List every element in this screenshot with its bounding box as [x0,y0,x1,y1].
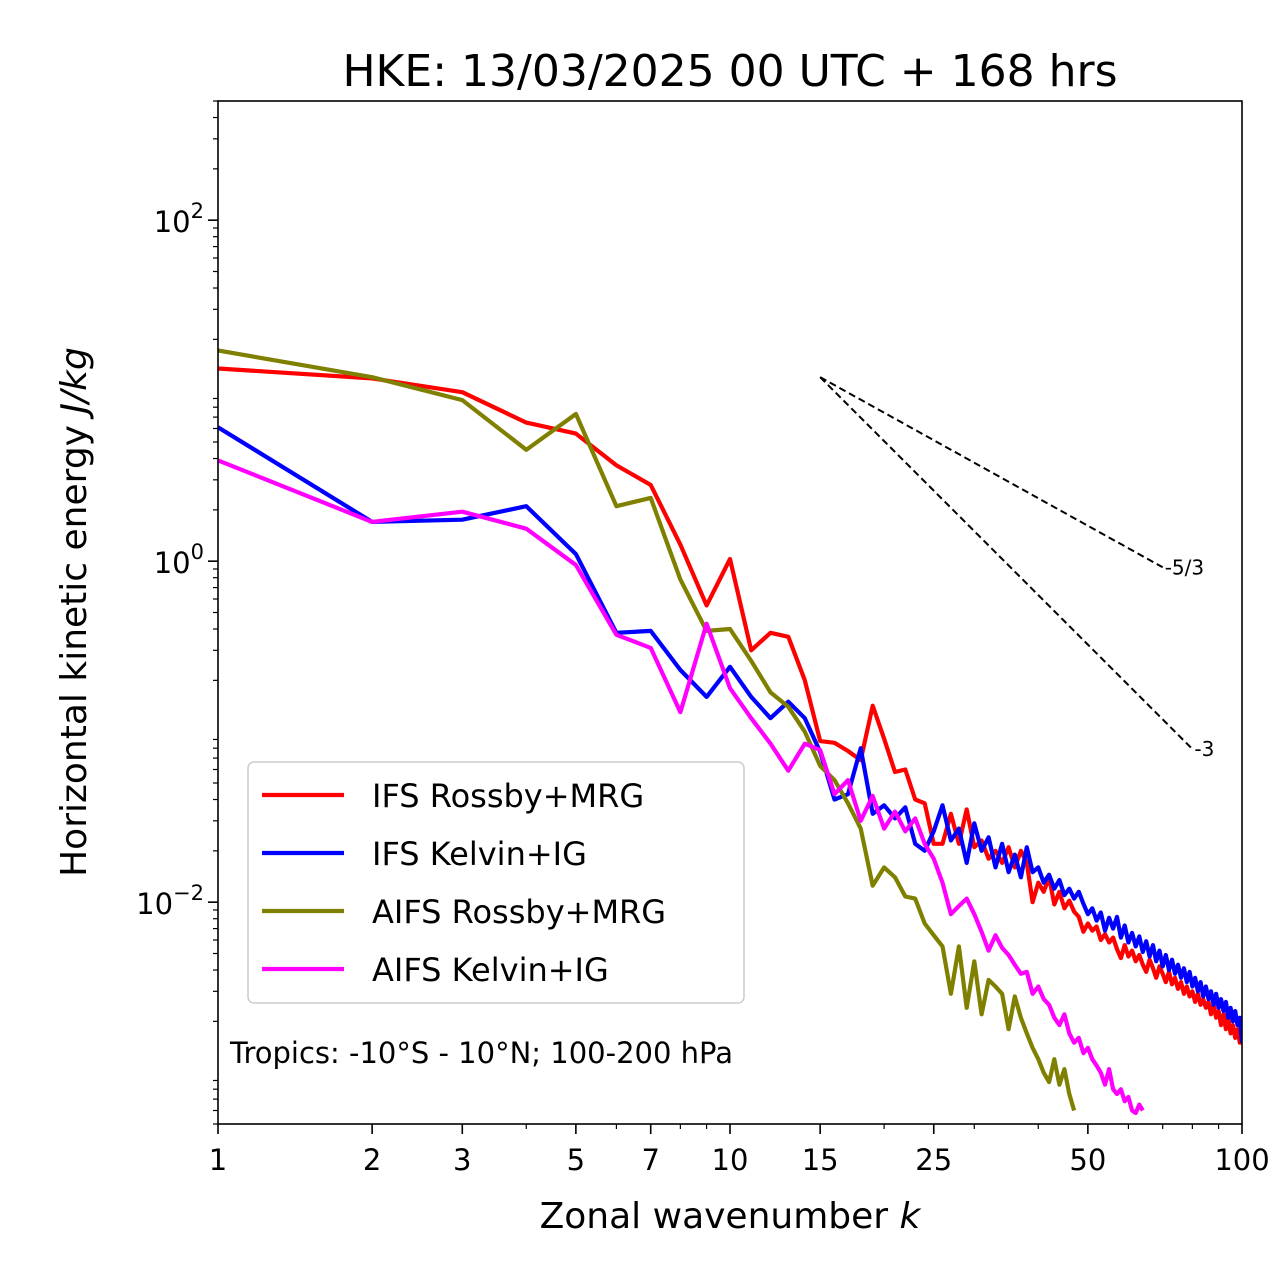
legend: IFS Rossby+MRG IFS Kelvin+IG AIFS Rossby+M… [247,761,745,1004]
y-tick-label-3: 10−2 [136,881,204,921]
legend-box [247,761,745,1004]
x-tick-label-7: 15 [802,1143,839,1177]
x-tick-label-1: 1 [209,1143,227,1177]
legend-label-3: AIFS Rossby+MRG [372,893,666,931]
chart-title: HKE: 13/03/2025 00 UTC + 168 hrs [342,46,1117,97]
series-layer [218,348,1242,1116]
x-tick-label-8: 25 [915,1143,952,1177]
y-tick-label-1: 102 [154,199,204,239]
reference-slope-line-2 [819,376,1194,750]
x-axis-label: Zonal wavenumber k [540,1196,923,1237]
reference-slope-label-1: -5/3 [1165,555,1204,579]
region-annotation: Tropics: -10°S - 10°N; 100-200 hPa [229,1036,733,1070]
reference-slopes: -5/3 -3 [819,376,1214,761]
legend-label-4: AIFS Kelvin+IG [372,951,609,989]
x-tick-label-5: 7 [641,1143,659,1177]
x-tick-label-3: 3 [453,1143,471,1177]
x-tick-label-10: 100 [1214,1143,1269,1177]
legend-label-2: IFS Kelvin+IG [372,835,587,873]
x-tick-label-9: 50 [1069,1143,1106,1177]
series-line-4 [218,458,1145,1116]
series-line-1 [218,366,1242,1045]
y-axis-label: Horizontal kinetic energy J/kg [54,347,95,877]
series-line-3 [218,348,1077,1112]
y-tick-label-2: 100 [154,540,204,580]
x-tick-label-6: 10 [712,1143,749,1177]
series-line-2 [218,425,1242,1043]
x-axis-ticks: 1 2 3 5 7 10 15 25 50 100 [209,1124,1270,1177]
x-tick-label-2: 2 [363,1143,381,1177]
y-axis-ticks: 102 100 10−2 [136,100,218,1125]
x-tick-label-4: 5 [567,1143,585,1177]
reference-slope-label-2: -3 [1194,737,1214,761]
reference-slope-line-1 [819,376,1164,569]
legend-label-1: IFS Rossby+MRG [372,777,644,815]
